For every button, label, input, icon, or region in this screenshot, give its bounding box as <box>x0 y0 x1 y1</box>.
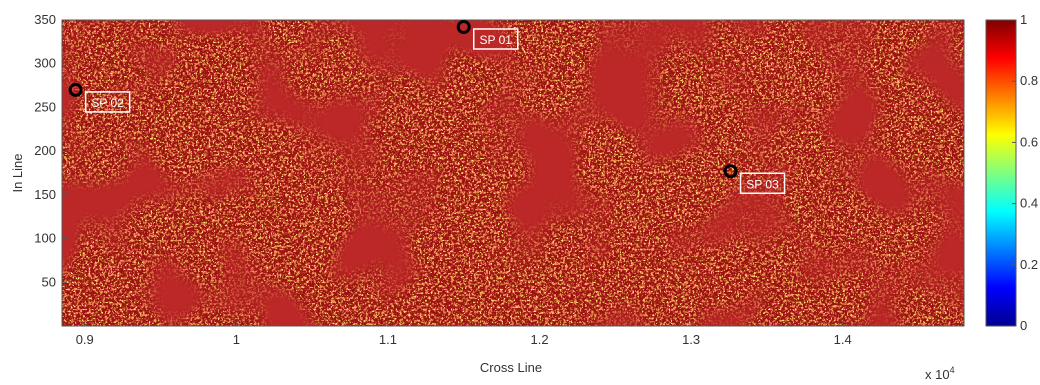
well-label: SP 01 <box>479 33 512 47</box>
colorbar-gradient <box>985 19 1017 327</box>
well-label-box <box>472 28 519 50</box>
colorbar-tick-label: 0.8 <box>1020 73 1038 88</box>
plot-frame <box>61 19 965 327</box>
x-tick-label: 1.3 <box>682 332 700 347</box>
y-tick-label: 100 <box>34 231 56 246</box>
x-tick-label: 1 <box>233 332 240 347</box>
colorbar-tick-label: 0.2 <box>1020 257 1038 272</box>
x-exponent-label: x 104 <box>925 365 955 382</box>
y-tick-label: 250 <box>34 99 56 114</box>
well-marker <box>723 164 738 179</box>
colorbar-tick-label: 1 <box>1020 12 1027 27</box>
well-label-box <box>84 91 131 113</box>
x-axis: 0.9 1 1.1 1.2 1.3 1.4 <box>76 321 852 347</box>
y-tick-label: 50 <box>42 274 56 289</box>
y-tick-label: 300 <box>34 56 56 71</box>
well-marker <box>456 19 471 34</box>
well-label: SP 02 <box>91 96 124 110</box>
heatmap-field <box>62 20 964 326</box>
x-axis-title: Cross Line <box>480 360 542 375</box>
colorbar: 0 0.2 0.4 0.6 0.8 1 <box>985 12 1038 333</box>
well-marker <box>68 82 83 97</box>
well-points: SP 01 SP 02 SP 03 <box>68 19 786 195</box>
x-tick-label: 1.2 <box>530 332 548 347</box>
y-tick-label: 350 <box>34 12 56 27</box>
colorbar-ticks: 0 0.2 0.4 0.6 0.8 1 <box>1012 12 1038 333</box>
x-tick-label: 1.4 <box>834 332 852 347</box>
colorbar-tick-label: 0.4 <box>1020 196 1038 211</box>
y-axis-title: In Line <box>10 153 25 192</box>
colorbar-tick-label: 0.6 <box>1020 134 1038 149</box>
well-label-box <box>739 172 786 195</box>
y-axis: 50 100 150 200 250 300 350 <box>34 12 67 289</box>
colorbar-tick-label: 0 <box>1020 318 1027 333</box>
y-tick-label: 150 <box>34 187 56 202</box>
well-label: SP 03 <box>746 177 779 191</box>
x-tick-label: 1.1 <box>379 332 397 347</box>
y-tick-label: 200 <box>34 143 56 158</box>
x-tick-label: 0.9 <box>76 332 94 347</box>
